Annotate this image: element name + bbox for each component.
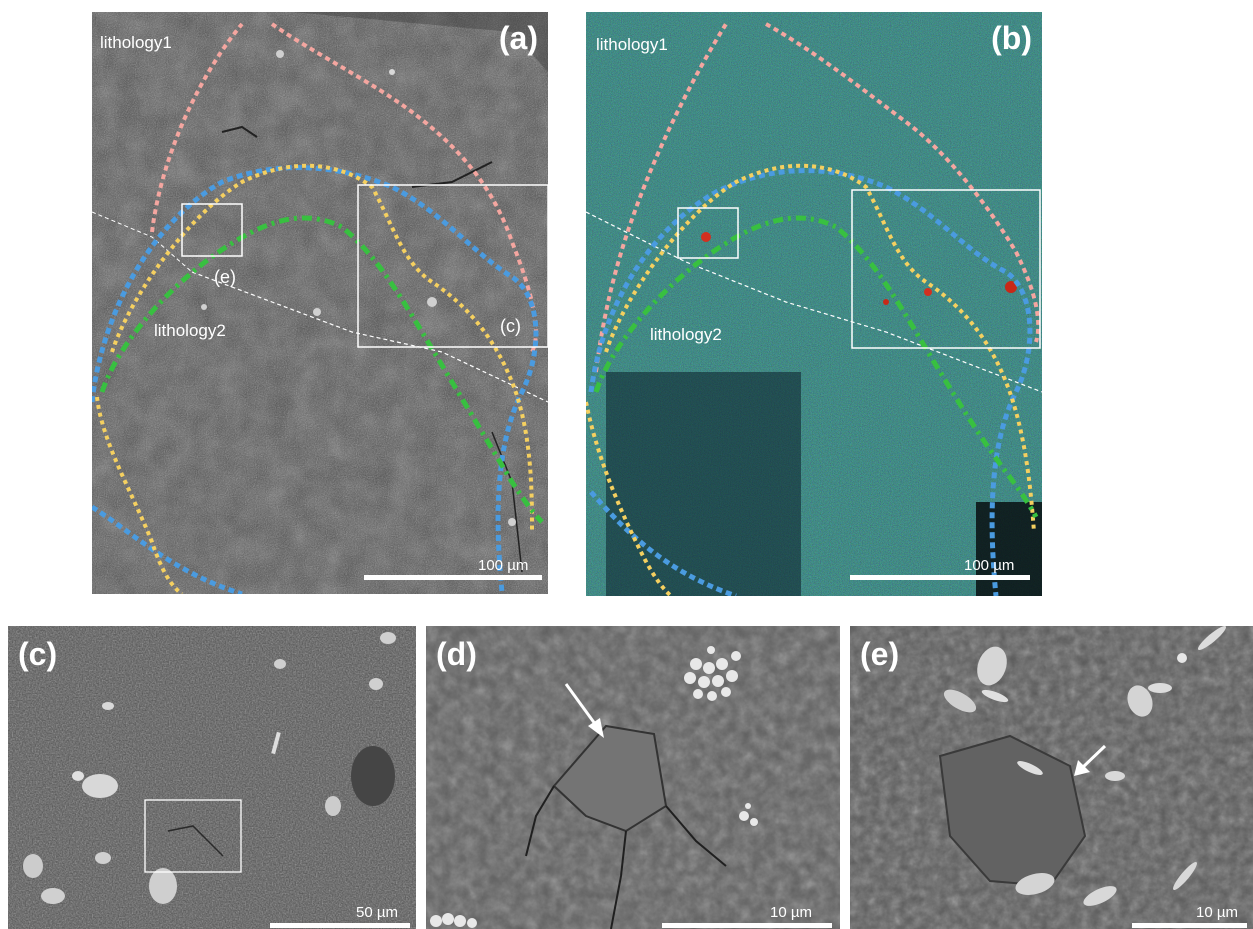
panel-a-scalebar-label: 100 µm (478, 557, 529, 574)
panel-b-scalebar-label: 100 µm (964, 557, 1015, 574)
panel-a-lithology2-label: lithology2 (154, 321, 226, 340)
panel-e-scalebar (1132, 923, 1247, 928)
panel-a-label: (a) (498, 20, 538, 56)
panel-c-scalebar-label: 50 µm (356, 904, 398, 921)
panel-e-overlay (850, 626, 1253, 929)
panel-d-label: (d) (436, 636, 477, 672)
panel-e-scalebar-label: 10 µm (1196, 904, 1238, 921)
panel-a-box-e-label: (e) (214, 267, 236, 287)
panel-a-lithology1-label: lithology1 (100, 33, 172, 52)
panel-b-scalebar (850, 575, 1030, 580)
panel-b-label: (b) (991, 20, 1032, 56)
panel-e-sem-image: (e) 10 µm (850, 626, 1253, 929)
panel-b-lithology2-label: lithology2 (650, 325, 722, 344)
panel-c-sem-image: (c) 50 µm (8, 626, 416, 929)
panel-a-overlay (92, 12, 548, 594)
panel-d-sem-image: (d) 10 µm (426, 626, 840, 929)
panel-d-scalebar-label: 10 µm (770, 904, 812, 921)
panel-b-eds-map: (b) lithology1 lithology2 100 µm (586, 12, 1042, 596)
panel-a-scalebar (364, 575, 542, 580)
panel-b-lithology1-label: lithology1 (596, 35, 668, 54)
panel-c-scalebar (270, 923, 410, 928)
panel-a-box-c-label: (c) (500, 316, 521, 336)
panel-e-label: (e) (860, 636, 900, 672)
panel-c-label: (c) (18, 636, 58, 672)
panel-c-overlay (8, 626, 416, 929)
panel-d-scalebar (662, 923, 832, 928)
panel-b-overlay (586, 12, 1042, 596)
panel-a-sem-image: (a) lithology1 lithology2 (e) (c) 100 µm (92, 12, 548, 594)
panel-d-overlay (426, 626, 840, 929)
